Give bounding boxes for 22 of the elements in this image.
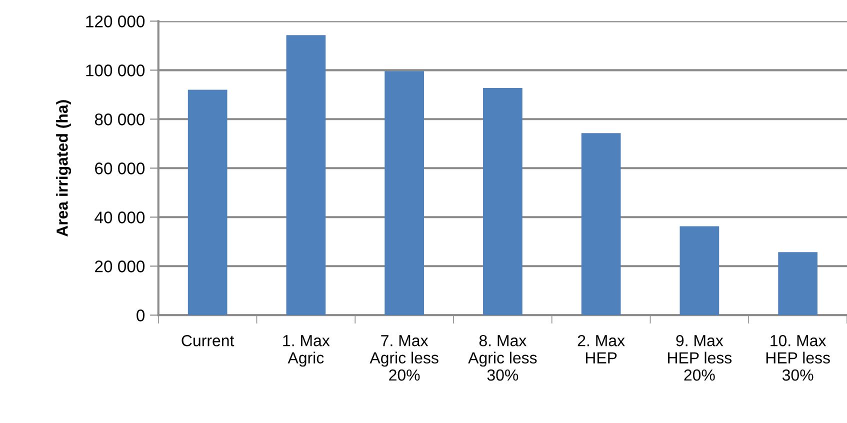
y-tick-label: 80 000 (94, 114, 145, 126)
x-tick-label: 10. Max HEP less 30% (766, 335, 830, 381)
bar (680, 226, 720, 316)
bar (188, 90, 228, 316)
x-tick-label: 2. Max HEP (578, 335, 625, 364)
bar (286, 35, 326, 316)
bar (778, 252, 818, 316)
x-tick-label: 1. Max Agric (283, 335, 330, 367)
x-tick-label: 7. Max Agric less 20% (370, 335, 438, 381)
y-tick-label: 20 000 (95, 260, 145, 272)
y-tick-label: 0 (136, 310, 145, 322)
x-tick-label: 9. Max HEP less 20% (668, 335, 732, 381)
bar (384, 71, 424, 316)
y-tick-label: 40 000 (94, 212, 145, 224)
y-tick-label: 100 000 (86, 64, 145, 76)
y-tick-label: 120 000 (86, 16, 145, 28)
x-tick-label: 8. Max Agric less 30% (468, 335, 537, 381)
bar (581, 133, 621, 316)
y-tick-label: 60 000 (95, 162, 145, 174)
bar (483, 88, 522, 316)
x-tick-label: Current (182, 335, 234, 346)
y-axis-title: Area irrigated (ha) (56, 100, 72, 237)
